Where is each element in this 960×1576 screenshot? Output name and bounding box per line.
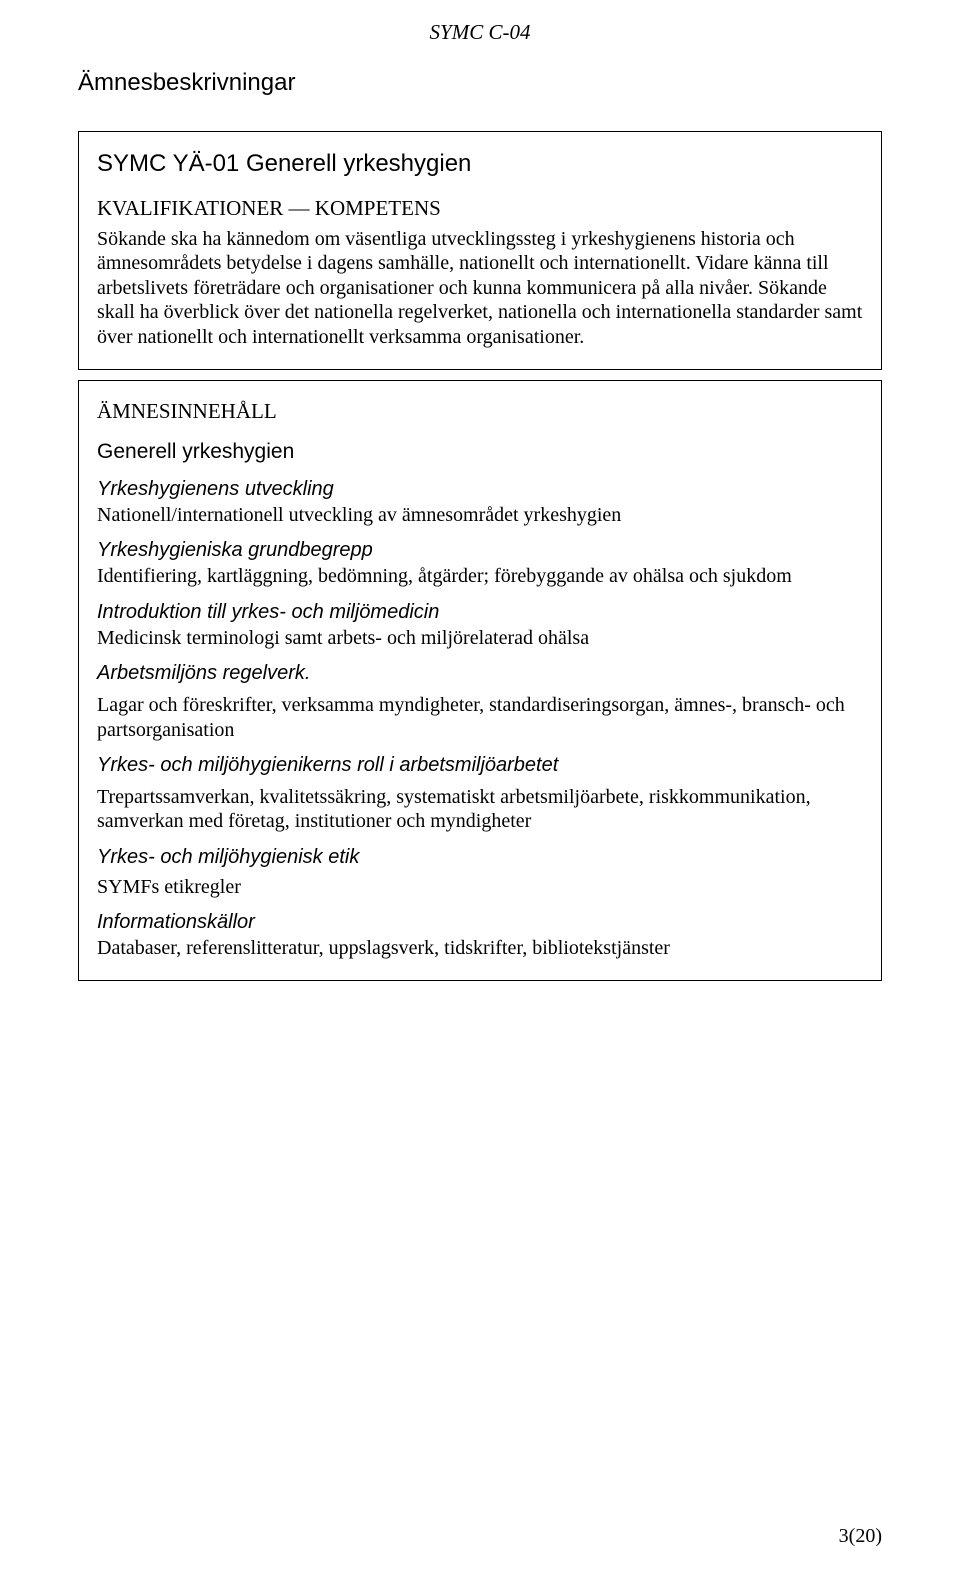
content-item: Arbetsmiljöns regelverk. Lagar och föres… (97, 662, 863, 742)
item-desc: Databaser, referenslitteratur, uppslagsv… (97, 936, 863, 960)
doc-header: SYMC C-04 (78, 20, 882, 45)
content-item: Yrkes- och miljöhygienisk etik SYMFs eti… (97, 846, 863, 899)
item-heading: Yrkes- och miljöhygienikerns roll i arbe… (97, 754, 863, 777)
item-heading: Arbetsmiljöns regelverk. (97, 662, 863, 685)
kvalif-heading-text: KVALIFIKATIONER — KOMPETENS (97, 196, 441, 220)
item-heading: Yrkeshygieniska grundbegrepp (97, 539, 863, 562)
item-desc: Nationell/internationell utveckling av ä… (97, 503, 863, 527)
sub1-title: Generell yrkeshygien (97, 440, 863, 464)
item-desc: Identifiering, kartläggning, bedömning, … (97, 564, 863, 588)
content-item: Yrkeshygieniska grundbegrepp Identifieri… (97, 539, 863, 588)
content-item: Introduktion till yrkes- och miljömedici… (97, 601, 863, 650)
kvalif-heading: KVALIFIKATIONER — KOMPETENS (97, 196, 863, 221)
item-desc: Trepartssamverkan, kvalitetssäkring, sys… (97, 785, 863, 834)
item-heading: Introduktion till yrkes- och miljömedici… (97, 601, 863, 624)
amnes-heading-text: ÄMNESINNEHÅLL (97, 399, 277, 423)
page-number: 3(20) (839, 1525, 882, 1548)
item-desc: Lagar och föreskrifter, verksamma myndig… (97, 693, 863, 742)
item-heading: Informationskällor (97, 911, 863, 934)
amnes-heading: ÄMNESINNEHÅLL (97, 399, 863, 424)
content-item: Yrkes- och miljöhygienikerns roll i arbe… (97, 754, 863, 834)
box1-title: SYMC YÄ-01 Generell yrkeshygien (97, 150, 863, 178)
kvalif-body: Sökande ska ha kännedom om väsentliga ut… (97, 227, 863, 349)
content-item: Yrkeshygienens utveckling Nationell/inte… (97, 478, 863, 527)
item-heading: Yrkeshygienens utveckling (97, 478, 863, 501)
page: SYMC C-04 Ämnesbeskrivningar SYMC YÄ-01 … (0, 0, 960, 1576)
section-title: Ämnesbeskrivningar (78, 69, 882, 97)
item-desc: SYMFs etikregler (97, 875, 863, 899)
item-heading: Yrkes- och miljöhygienisk etik (97, 846, 863, 869)
content-item: Informationskällor Databaser, referensli… (97, 911, 863, 960)
box-kvalifikationer: SYMC YÄ-01 Generell yrkeshygien KVALIFIK… (78, 131, 882, 370)
item-desc: Medicinsk terminologi samt arbets- och m… (97, 626, 863, 650)
box-amnesinnehall: ÄMNESINNEHÅLL Generell yrkeshygien Yrkes… (78, 380, 882, 982)
